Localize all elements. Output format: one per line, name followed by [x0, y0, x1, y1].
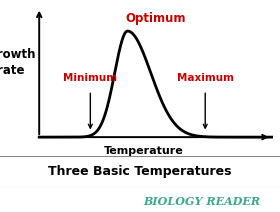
Text: Minimum: Minimum [63, 73, 117, 83]
Text: Growth
rate: Growth rate [0, 48, 36, 77]
Text: Maximum: Maximum [177, 73, 234, 83]
Text: Optimum: Optimum [125, 12, 186, 25]
Text: Temperature: Temperature [104, 146, 184, 156]
Text: Three Basic Temperatures: Three Basic Temperatures [48, 165, 232, 178]
Text: BIOLOGY READER: BIOLOGY READER [143, 195, 260, 206]
